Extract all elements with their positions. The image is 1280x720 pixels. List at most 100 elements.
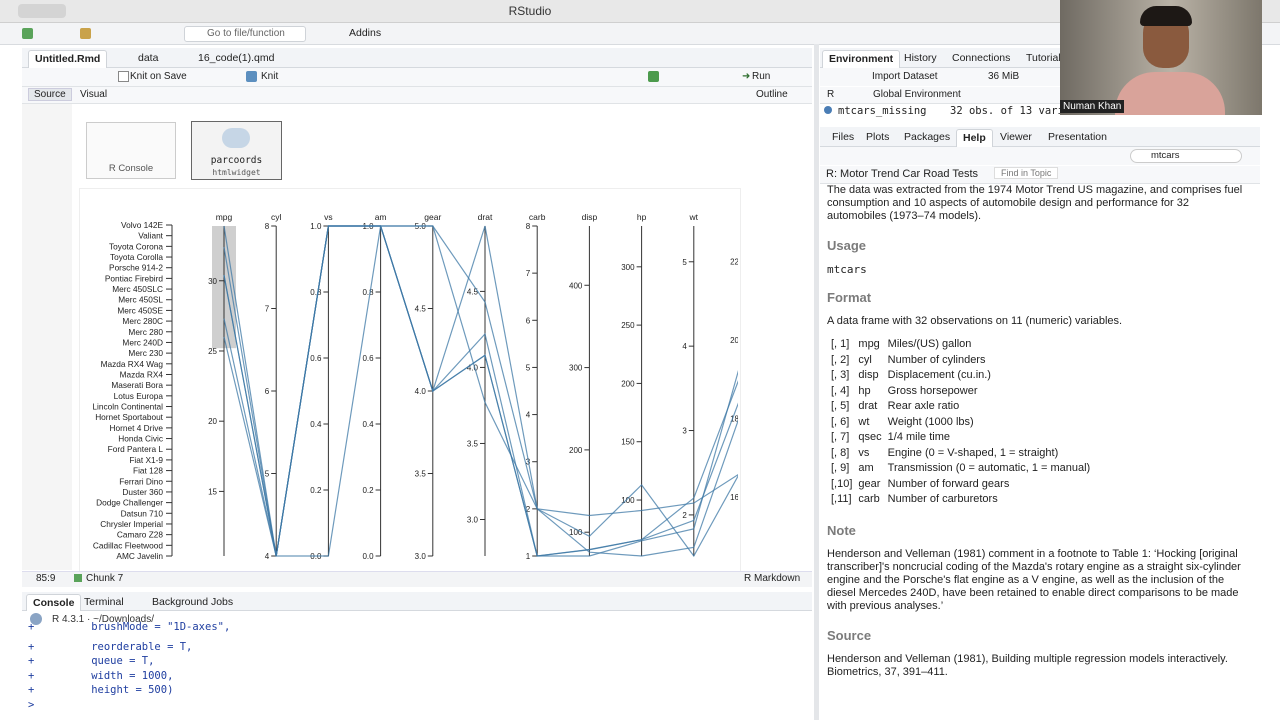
source-tab[interactable]: data [138,52,159,64]
help-tab[interactable]: Help [956,129,993,147]
sidebar-button[interactable] [18,4,66,18]
help-tab[interactable]: Plots [866,131,890,143]
tick-label: 15 [208,487,217,496]
axis-name: disp [582,212,598,222]
thumb-console-label: R Console [108,163,154,174]
knit-button[interactable]: Knit [261,71,279,82]
format-cell: Number of forward gears [887,477,1010,490]
car-label: Ford Pantera L [108,444,164,454]
help-intro: The data was extracted from the 1974 Mot… [827,184,1243,223]
tick-label: 6 [526,316,531,325]
console-tab[interactable]: Console [26,594,82,612]
format-row: [,11] carb Number of carburetors [831,493,1096,509]
car-label: Chrysler Imperial [100,519,163,529]
console-tab[interactable]: Background Jobs [152,596,234,608]
console-tab[interactable]: Terminal [84,596,124,608]
lang-menu[interactable]: R [827,89,835,100]
env-tab[interactable]: History [904,52,937,64]
help-topic-bar: R: Motor Trend Car Road Tests Find in To… [820,166,1260,184]
format-cell: qsec [858,431,882,444]
scope-menu[interactable]: Global Environment [873,89,961,100]
help-toolbar: mtcars [820,147,1260,165]
tick-label: 6 [265,387,270,396]
expand-icon[interactable] [824,106,832,114]
cursor-position: 85:9 [36,573,56,584]
format-cell: Number of carburetors [887,493,998,506]
goto-placeholder: Go to file/function [207,28,285,39]
title-bar: RStudio [0,0,1280,23]
tick-label: 250 [621,321,635,330]
window-title: RStudio [508,4,552,18]
outline-button[interactable]: Outline [756,89,788,100]
new-file-icon[interactable] [22,28,33,39]
format-cell: carb [858,493,880,506]
help-tab[interactable]: Packages [904,131,951,143]
tick-label: 25 [208,347,217,356]
tick-label: 0.4 [362,420,374,429]
tick-label: 300 [621,263,635,272]
addins-menu[interactable]: Addins [349,27,382,39]
doc-mode[interactable]: R Markdown [744,573,801,584]
insert-chunk[interactable] [648,71,659,82]
env-row[interactable]: mtcars_missing 32 obs. of 13 variables [820,104,1260,120]
chunk-menu[interactable]: Chunk 7 [86,573,124,584]
car-label: Pontiac Firebird [105,273,163,283]
env-tab[interactable]: Tutorial [1026,52,1061,64]
format-cell: mpg [858,338,880,351]
find-in-topic[interactable]: Find in Topic [994,167,1059,179]
car-label: Fiat X1-9 [129,455,163,465]
thumb-widget[interactable]: parcoords htmlwidget [191,121,282,180]
axis-name: am [375,212,387,222]
mode-source[interactable]: Source [28,88,72,101]
format-cell: Transmission (0 = automatic, 1 = manual) [887,462,1091,475]
source-tab[interactable]: Untitled.Rmd [28,50,108,68]
car-label: Mazda RX4 [120,369,164,379]
tick-label: 18 [730,415,738,424]
help-topic[interactable]: R: Motor Trend Car Road Tests [826,168,979,180]
splitter[interactable] [814,44,819,720]
format-row: [, 1] mpg Miles/(US) gallon [831,338,1096,354]
car-label: Merc 230 [128,348,163,358]
console-output: + brushMode = "1D-axes", + reorderable = … [28,621,798,715]
format-row: [, 8] vs Engine (0 = V-shaped, 1 = straigh… [831,447,1096,463]
env-tab[interactable]: Connections [952,52,1011,64]
help-tab[interactable]: Files [832,131,855,143]
tick-label: 5 [526,363,531,372]
source-tab[interactable]: 16_code(1).qmd [198,52,275,64]
tick-label: 100 [621,496,635,505]
format-cell: drat [858,400,878,413]
car-label: Hornet 4 Drive [110,423,164,433]
axis-name: cyl [271,212,282,222]
format-table: [, 1] mpg Miles/(US) gallon [, 2] cyl Number … [831,338,1096,509]
knit-on-save[interactable]: Knit on Save [130,71,187,82]
goto-box[interactable]: Go to file/function [184,26,306,42]
webcam: Numan Khan [1060,0,1262,115]
help-tab[interactable]: Viewer [1000,131,1032,143]
help-search-text: mtcars [1151,150,1180,161]
help-tab[interactable]: Presentation [1048,131,1107,143]
open-icon[interactable] [80,28,91,39]
tick-label: 7 [526,269,531,278]
format-cell: [, 2] [831,353,850,366]
editor-toolbar: Knit on Save Knit ➜ Run [22,68,812,87]
help-search[interactable]: mtcars [1130,149,1242,163]
console-line: + height = 500) [28,684,174,696]
knit-checkbox[interactable] [118,71,129,82]
widget-icon [222,128,250,148]
mode-visual[interactable]: Visual [80,89,108,100]
car-label: Duster 360 [122,487,163,497]
format-row: [, 6] wt Weight (1000 lbs) [831,416,1096,432]
help-note: Henderson and Velleman (1981) comment in… [827,547,1241,613]
object-desc: 32 obs. of 13 variables [950,105,1096,117]
r-version: R 4.3.1 · ~/Downloads/ [52,614,154,625]
tick-label: 100 [569,528,583,537]
env-tab[interactable]: Environment [822,50,901,68]
thumb-console[interactable]: R Console [86,122,176,179]
tick-label: 1 [526,552,531,561]
tick-label: 16 [730,493,738,502]
console-line: + reorderable = T, [28,640,193,653]
car-label: AMC Javelin [116,551,163,561]
import-dataset[interactable]: Import Dataset [872,71,938,82]
source-tabs: Untitled.Rmd data 16_code(1).qmd [22,48,812,68]
run-button[interactable]: Run [752,71,771,82]
